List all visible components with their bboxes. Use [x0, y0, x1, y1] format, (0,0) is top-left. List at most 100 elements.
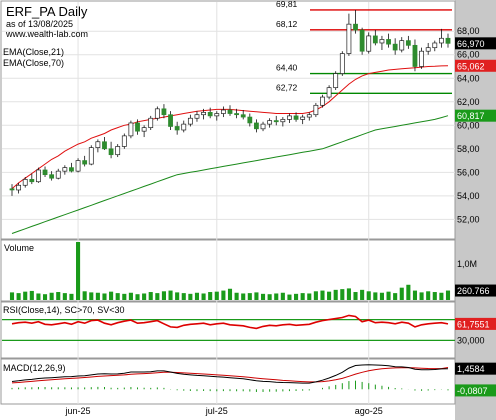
- candle-body: [16, 184, 22, 191]
- volume-bar: [399, 287, 404, 300]
- level-label: 68,12: [276, 19, 298, 29]
- level-label: 64,40: [276, 63, 298, 73]
- last-close-tag-bg: [455, 37, 496, 50]
- volume-bar: [161, 291, 166, 300]
- volume-bar: [360, 289, 365, 300]
- volume-bar: [89, 292, 94, 300]
- candle-body: [419, 50, 424, 67]
- macd-panel-title: MACD(12,26,9): [3, 363, 66, 373]
- rsi-line: [11, 314, 449, 330]
- candle-body: [247, 116, 253, 124]
- volume-bar: [353, 292, 358, 300]
- candle-body: [240, 114, 246, 118]
- candle-body: [187, 117, 193, 125]
- ema-slow-tag-bg: [455, 109, 496, 122]
- candle-body: [194, 114, 200, 119]
- macd-panel: [0, 358, 456, 405]
- candle-body: [135, 122, 140, 132]
- macd-last-tag-bg: [455, 362, 496, 375]
- candle-body: [9, 188, 15, 191]
- candle-body: [405, 40, 411, 46]
- volume-bar: [366, 291, 371, 300]
- candle-body: [372, 35, 378, 44]
- axis-labels: 52,00 54,00 56,00 58,00 60,00 62,00 64,00 66,00…: [65, 0, 485, 416]
- candle-body: [29, 179, 35, 183]
- volume-bar: [42, 294, 48, 300]
- price-tick-label: 56,00: [457, 167, 480, 177]
- price-tick-label: 54,00: [457, 191, 480, 201]
- volume-bar: [346, 288, 351, 300]
- volume-bar: [432, 292, 437, 300]
- candle-body: [254, 122, 259, 130]
- candle-body: [386, 39, 391, 45]
- candle-body: [62, 167, 68, 172]
- candle-body: [168, 114, 173, 127]
- volume-last-tag-bg: [455, 284, 496, 297]
- candle-body: [320, 96, 325, 106]
- as-of-date: as of 13/08/2025: [6, 19, 73, 29]
- volume-bar: [227, 288, 233, 300]
- candle-body: [313, 104, 319, 116]
- volume-bar: [168, 290, 173, 300]
- volume-bar: [234, 292, 239, 300]
- volume-bar: [175, 292, 180, 300]
- macd-hist-tag-bg: [455, 384, 496, 397]
- volume-bar: [102, 293, 107, 300]
- volume-bar: [109, 291, 114, 300]
- candle-body: [181, 123, 187, 131]
- ema-fast-tag: 65,062: [457, 61, 485, 71]
- candles: [9, 10, 451, 196]
- candle-body: [148, 117, 154, 128]
- volume-bar: [29, 290, 34, 300]
- candle-body: [353, 23, 358, 31]
- volume-bar: [221, 290, 226, 300]
- candle-body: [69, 167, 74, 172]
- site-url: www.wealth-lab.com: [5, 29, 88, 39]
- candle-body: [220, 109, 226, 114]
- volume-bar: [280, 292, 285, 300]
- date-tick-label: ago-25: [355, 406, 383, 416]
- candle-body: [326, 87, 332, 98]
- candle-body: [399, 40, 405, 51]
- last-close-tag: 66,970: [457, 39, 485, 49]
- candle-body: [267, 120, 273, 125]
- candle-body: [273, 120, 279, 123]
- volume-bar: [412, 290, 418, 300]
- candle-body: [88, 147, 94, 165]
- price-tags: 66,970 65,062 60,817 260.766 61,7551 1,4584 -0…: [455, 37, 496, 397]
- volume-bar: [426, 291, 431, 300]
- candle-body: [287, 115, 292, 120]
- ema-slow-label: EMA(Close,70): [3, 58, 64, 68]
- volume-bar: [373, 292, 378, 300]
- price-tick-label: 68,00: [457, 26, 480, 36]
- candle-body: [128, 122, 134, 137]
- volume-bar: [445, 290, 451, 300]
- candle-body: [108, 148, 114, 156]
- volume-bar: [340, 289, 345, 300]
- candle-body: [161, 108, 167, 116]
- rsi-lines: [2, 314, 455, 341]
- rsi-last-tag-bg: [455, 317, 496, 330]
- candle-body: [36, 169, 41, 183]
- volume-tick-label: 1,0M: [457, 259, 477, 269]
- rsi-last-tag: 61,7551: [457, 319, 490, 329]
- candle-body: [121, 135, 127, 147]
- volume-bar: [439, 292, 444, 300]
- level-label: 69,81: [276, 0, 298, 9]
- volume-bar: [95, 292, 100, 300]
- volume-bar: [16, 293, 21, 300]
- candle-body: [438, 37, 444, 44]
- volume-bar: [49, 292, 54, 300]
- volume-bar: [188, 293, 193, 300]
- volume-bar: [419, 292, 424, 300]
- volume-bar: [406, 284, 411, 300]
- candle-body: [260, 123, 266, 130]
- candle-body: [207, 112, 213, 117]
- candle-body: [412, 44, 418, 67]
- candle-body: [154, 108, 160, 119]
- volume-bar: [393, 293, 398, 300]
- volume-bar: [194, 292, 200, 300]
- volume-bar: [62, 293, 67, 300]
- macd-line: [11, 364, 449, 384]
